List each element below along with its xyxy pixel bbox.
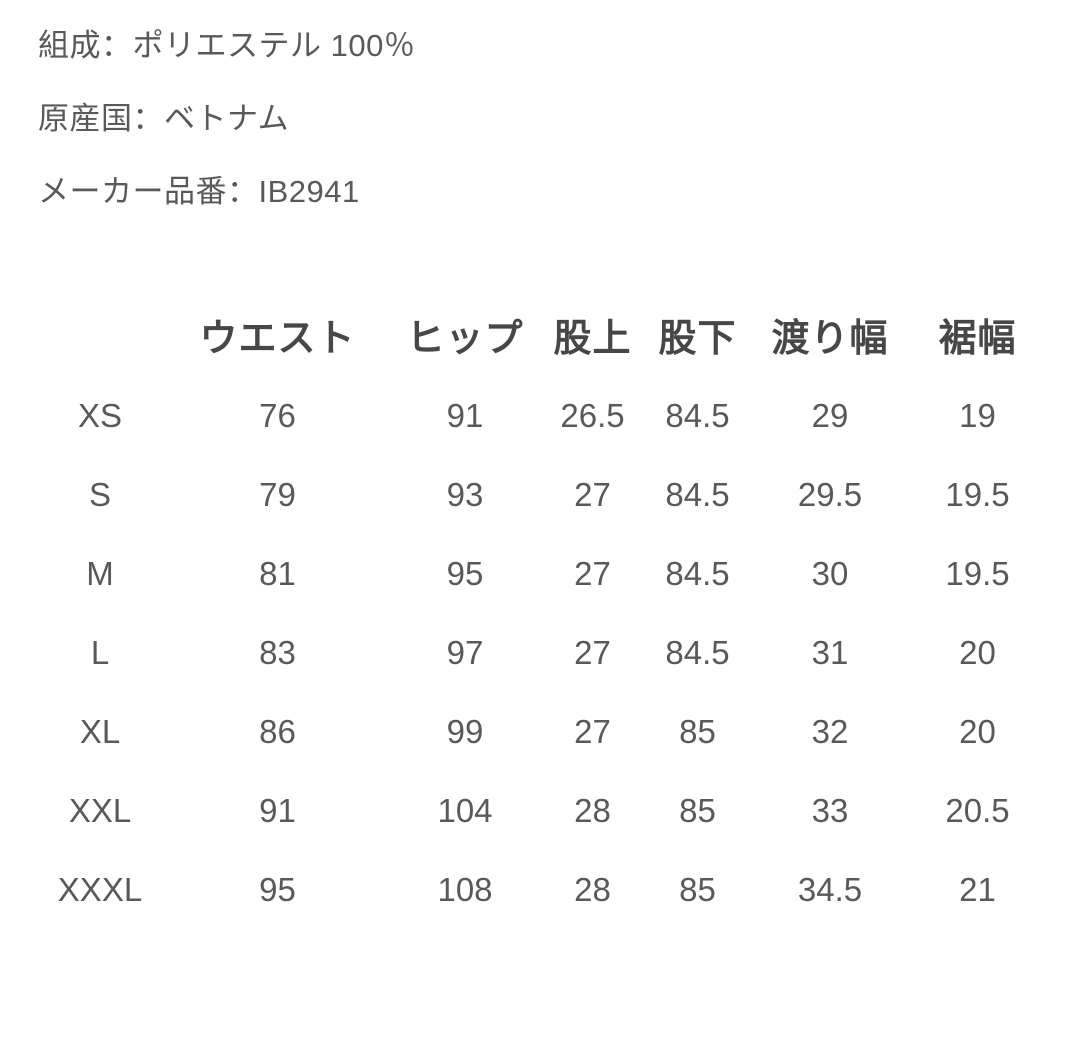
inseam-value: 84.5 [665,475,730,513]
waist-value: 91 [259,791,296,829]
thigh-width-value: 33 [811,791,849,829]
size-column-header-blank [40,292,160,376]
hip-value: 97 [446,633,484,671]
inseam-value: 84.5 [665,633,730,671]
country-of-origin-line: 原産国：ベトナム [38,101,290,136]
size-label: XXXL [57,870,143,908]
composition-line: 組成：ポリエステル 100％ [38,28,416,63]
thigh-width-value: 32 [811,712,849,750]
waist-value: 76 [259,396,296,434]
hip-value: 108 [437,870,493,908]
thigh-width-value: 30 [811,554,849,592]
inseam-value: 85 [679,712,716,750]
hem-width-value: 20.5 [945,791,1010,829]
waist-value: 79 [259,475,296,513]
size-label: M [86,554,114,592]
manufacturer-part-number-line: メーカー品番：IB2941 [38,174,360,209]
size-label: S [88,475,111,513]
thigh-width-value: 31 [811,633,849,671]
table-row-m: M 81 95 27 84.5 30 19.5 [40,534,1040,613]
size-chart-table: ウエスト ヒップ 股上 股下 渡り幅 裾幅 XS 76 91 26.5 84.5… [40,292,1040,929]
inseam-value: 84.5 [665,396,730,434]
hem-width-value: 20 [959,712,996,750]
thigh-width-value: 34.5 [797,870,863,908]
rise-value: 27 [574,633,611,671]
size-chart-header-row: ウエスト ヒップ 股上 股下 渡り幅 裾幅 [40,292,1040,376]
size-label: XL [79,712,121,750]
rise-value: 27 [574,475,611,513]
inseam-value: 84.5 [665,554,730,592]
column-header-thigh-width: 渡り幅 [771,317,889,360]
column-header-hip: ヒップ [406,317,524,360]
hip-value: 104 [437,791,493,829]
waist-value: 95 [259,870,296,908]
hip-value: 93 [446,475,484,513]
rise-value: 27 [574,712,611,750]
rise-value: 28 [574,791,611,829]
hem-width-value: 19 [959,396,996,434]
waist-value: 81 [259,554,296,592]
hip-value: 99 [446,712,484,750]
column-header-rise: 股上 [553,317,632,360]
thigh-width-value: 29 [811,396,849,434]
hip-value: 91 [446,396,484,434]
rise-value: 26.5 [560,396,625,434]
thigh-width-value: 29.5 [797,475,863,513]
product-info-section: 組成：ポリエステル 100％ 原産国：ベトナム メーカー品番：IB2941 [0,0,1080,208]
table-row-xl: XL 86 99 27 85 32 20 [40,692,1040,771]
hem-width-value: 19.5 [945,475,1010,513]
size-label: XXL [68,791,132,829]
column-header-inseam: 股下 [658,317,737,360]
table-row-l: L 83 97 27 84.5 31 20 [40,613,1040,692]
waist-value: 86 [259,712,296,750]
inseam-value: 85 [679,870,716,908]
hem-width-value: 19.5 [945,554,1010,592]
size-label: L [90,633,110,671]
size-label: XS [77,396,123,434]
table-row-xxl: XXL 91 104 28 85 33 20.5 [40,771,1040,850]
inseam-value: 85 [679,791,716,829]
hem-width-value: 21 [959,870,996,908]
table-row-s: S 79 93 27 84.5 29.5 19.5 [40,455,1040,534]
column-header-waist: ウエスト [199,317,356,360]
rise-value: 28 [574,870,611,908]
hip-value: 95 [446,554,484,592]
table-row-xs: XS 76 91 26.5 84.5 29 19 [40,376,1040,455]
hem-width-value: 20 [959,633,996,671]
table-row-xxxl: XXXL 95 108 28 85 34.5 21 [40,850,1040,929]
column-header-hem-width: 裾幅 [938,317,1017,360]
waist-value: 83 [259,633,296,671]
rise-value: 27 [574,554,611,592]
